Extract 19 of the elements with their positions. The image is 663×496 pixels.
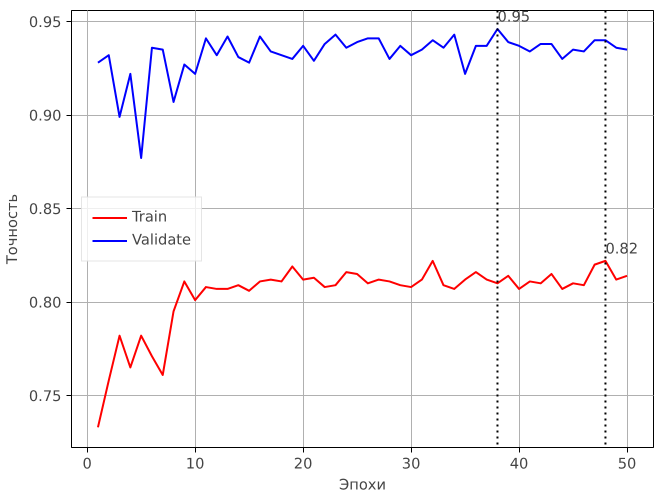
y-tick-label: 0.80: [28, 294, 62, 312]
x-tick-label: 40: [510, 456, 528, 472]
x-axis-title: Эпохи: [339, 476, 386, 494]
x-tick-label: 10: [186, 456, 204, 472]
x-tick-label: 0: [82, 456, 92, 472]
y-tick-label: 0.85: [28, 201, 62, 218]
y-axis-title: Точность: [4, 194, 21, 266]
x-tick-label: 50: [618, 456, 636, 472]
annotation: 0.95: [497, 8, 530, 26]
legend-label: Train: [132, 208, 168, 226]
legend-label: Validate: [132, 232, 192, 248]
annotation: 0.82: [605, 240, 638, 258]
x-tick-label: 20: [294, 456, 312, 472]
y-tick-label: 0.75: [28, 388, 62, 406]
x-tick-label: 30: [402, 456, 420, 472]
line-series: [96, 28, 628, 160]
y-tick-label: 0.90: [28, 108, 62, 125]
line-series: [96, 260, 628, 428]
y-tick-label: 0.95: [28, 14, 62, 32]
